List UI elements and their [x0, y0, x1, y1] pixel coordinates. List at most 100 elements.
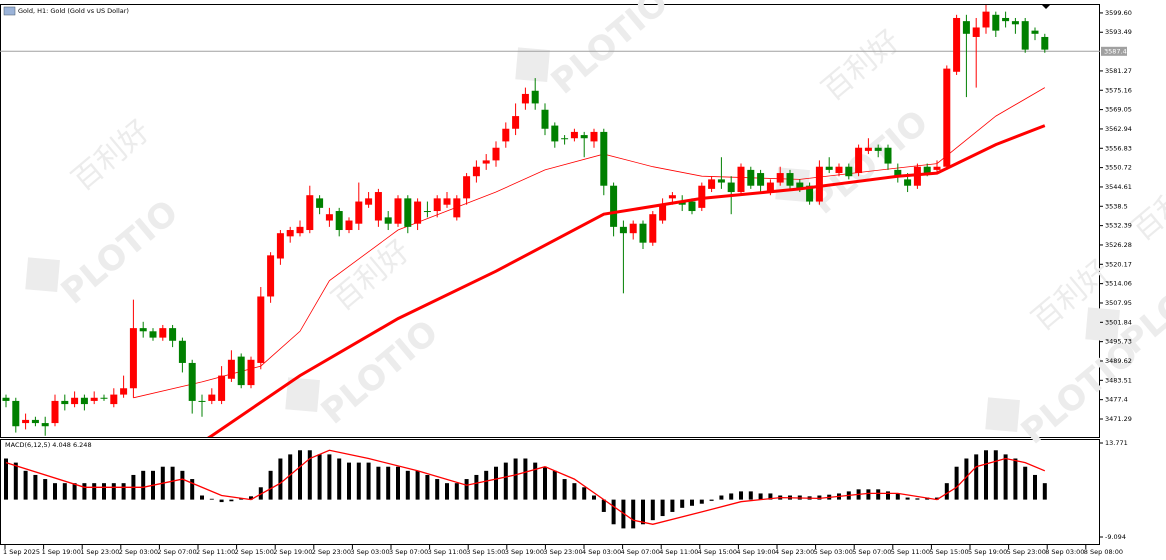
candle-body	[61, 400, 69, 405]
candle-body	[472, 166, 480, 177]
candle-body	[404, 198, 412, 227]
candle-body	[335, 211, 343, 231]
candle-body	[1011, 21, 1019, 25]
candle-body	[678, 201, 686, 205]
candle-body	[717, 179, 725, 183]
macd-bar	[415, 470, 420, 500]
current-price-label: 3587.47	[1104, 47, 1131, 55]
candle-body	[580, 135, 588, 139]
candle-body	[384, 217, 392, 224]
candle-body	[286, 230, 294, 237]
x-tick-label: 3 Sep 03:00	[350, 548, 389, 556]
y-tick-label: 3544.61	[1105, 183, 1132, 191]
macd-bar	[464, 479, 469, 500]
candle-body	[482, 160, 490, 164]
macd-bar	[660, 499, 665, 517]
macd-bar	[288, 454, 293, 500]
y-tick-label: 3471.29	[1105, 415, 1132, 423]
candle-body	[227, 359, 235, 379]
macd-bar	[690, 499, 694, 506]
macd-bar	[503, 462, 508, 500]
x-tick-label: 4 Sep 15:00	[698, 548, 737, 556]
macd-bar	[356, 462, 361, 500]
watermark-logo	[985, 397, 1020, 433]
macd-bar	[729, 493, 734, 500]
macd-bar	[396, 466, 400, 500]
candle-body	[825, 166, 833, 170]
macd-bar	[366, 462, 371, 500]
macd-bar	[650, 499, 655, 521]
candle-body	[198, 400, 206, 402]
candle-body	[688, 201, 696, 212]
candle-body	[100, 397, 108, 399]
candle-body	[561, 138, 569, 140]
candle-body	[423, 211, 431, 213]
macd-bar	[699, 499, 704, 504]
candle-body	[962, 21, 970, 34]
candle-body	[913, 166, 921, 186]
candle-body	[325, 214, 333, 221]
candle-body	[668, 195, 676, 199]
x-tick-label: 2 Sep 07:00	[157, 548, 196, 556]
y-tick-label: 3562.94	[1105, 125, 1132, 133]
candle-body	[610, 185, 618, 227]
candle-body	[659, 204, 667, 221]
y-tick-label: 3593.49	[1105, 28, 1132, 36]
macd-bar	[758, 493, 763, 500]
candle-body	[815, 166, 823, 202]
price-plot	[2, 5, 1049, 437]
macd-pane	[0, 439, 1100, 545]
macd-bar	[425, 474, 430, 500]
candle-body	[257, 296, 265, 363]
candle-body	[414, 201, 422, 224]
macd-bar	[1003, 454, 1008, 500]
candle-body	[600, 131, 608, 186]
macd-bar	[327, 454, 332, 500]
macd-bar	[631, 499, 636, 529]
y-tick-label: 3526.28	[1105, 241, 1132, 249]
macd-bar	[552, 470, 557, 500]
y-tick-label: 3495.73	[1105, 338, 1132, 346]
candle-body	[649, 214, 657, 243]
macd-bar	[1023, 466, 1028, 500]
macd-bar	[33, 474, 38, 500]
candle-body	[276, 233, 284, 259]
x-tick-label: 5 Sep 15:00	[929, 548, 968, 556]
macd-bar	[102, 483, 106, 500]
candle-body	[845, 166, 853, 177]
candle-body	[531, 90, 539, 104]
macd-bar	[513, 458, 518, 500]
candle-body	[894, 169, 902, 177]
y-tick-label: 3550.72	[1105, 164, 1132, 172]
candle-body	[51, 400, 59, 424]
candle-body	[2, 397, 10, 401]
candle-body	[747, 169, 755, 186]
candle-body	[904, 179, 912, 186]
macd-bar	[709, 499, 714, 501]
macd-bar	[298, 450, 302, 500]
macd-bar	[200, 495, 204, 500]
macd-bar	[494, 466, 498, 500]
candle-body	[786, 173, 794, 186]
macd-bar	[993, 450, 998, 500]
y-tick-label: 3477.4	[1105, 396, 1128, 404]
y-tick-label: 3581.27	[1105, 67, 1132, 75]
macd-bar	[219, 499, 224, 503]
candle-body	[316, 198, 324, 208]
candle-body	[737, 166, 745, 193]
macd-bar	[72, 483, 77, 500]
macd-bar	[278, 458, 283, 500]
macd-bar	[435, 479, 440, 500]
macd-bar	[915, 498, 920, 500]
macd-bar	[484, 470, 489, 500]
macd-bar	[974, 454, 979, 500]
macd-bar	[895, 493, 900, 500]
current-price-box	[1101, 46, 1127, 56]
x-tick-label: 1 Sep 23:00	[80, 548, 119, 556]
candle-body	[453, 198, 461, 218]
y-tick-label: 3575.16	[1105, 86, 1132, 94]
candle-body	[31, 419, 39, 424]
macd-bar	[445, 483, 449, 500]
watermark-logo	[1085, 307, 1120, 343]
candle-body	[933, 166, 941, 170]
